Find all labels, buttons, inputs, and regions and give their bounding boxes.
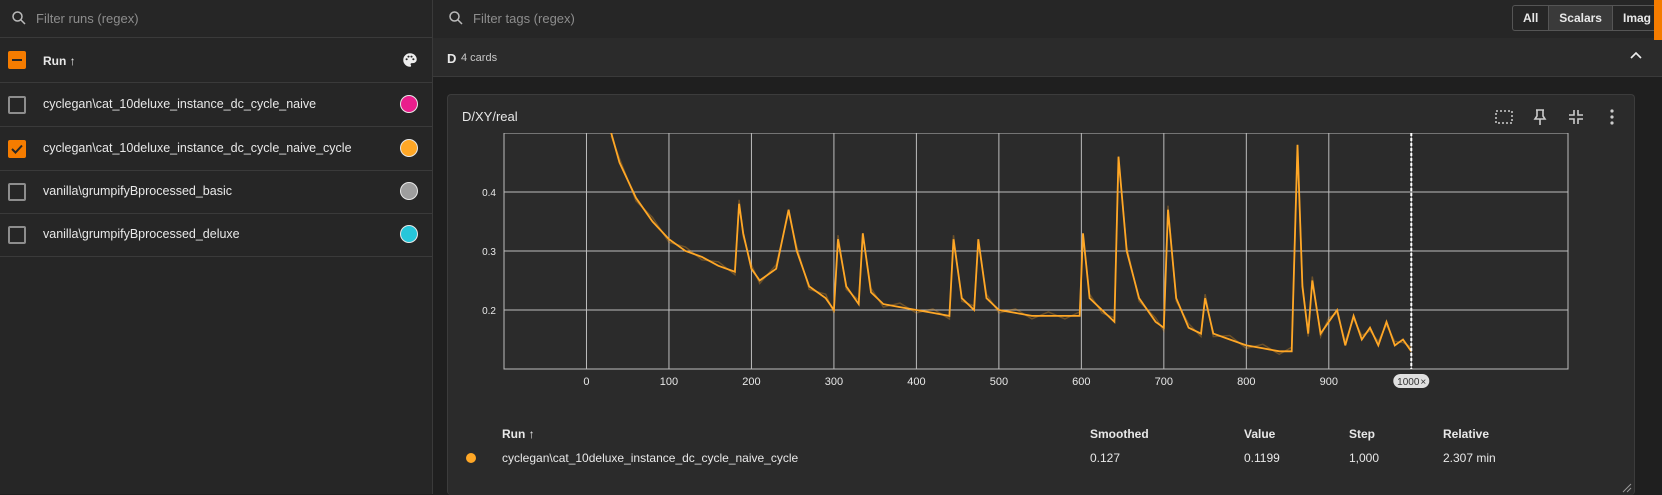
- search-icon: [447, 9, 465, 27]
- side-accent: [1654, 0, 1662, 40]
- run-name: vanilla\grumpifyBprocessed_basic: [43, 184, 232, 198]
- step-cursor-label: 1000: [1397, 377, 1420, 388]
- filter-all-button[interactable]: All: [1513, 6, 1549, 30]
- runs-table-header: Run ↑: [0, 38, 432, 83]
- x-tick-label: 800: [1237, 376, 1255, 388]
- tag-filter-bar: Filter tags (regex) All Scalars Imag: [433, 0, 1662, 39]
- row-smoothed: 0.127: [1090, 451, 1120, 465]
- x-tick-label: 600: [1072, 376, 1090, 388]
- tag-group-header[interactable]: D 4 cards: [433, 38, 1662, 77]
- row-relative: 2.307 min: [1443, 451, 1496, 465]
- run-row[interactable]: vanilla\grumpifyBprocessed_deluxe: [0, 213, 432, 257]
- select-all-checkbox[interactable]: [8, 51, 26, 69]
- row-run: cyclegan\cat_10deluxe_instance_dc_cycle_…: [502, 451, 798, 465]
- x-tick-label: 100: [660, 376, 678, 388]
- run-row[interactable]: cyclegan\cat_10deluxe_instance_dc_cycle_…: [0, 83, 432, 127]
- tooltip-table: Run ↑ Smoothed Value Step Relative cycle…: [448, 421, 1634, 481]
- run-checkbox[interactable]: [8, 183, 26, 201]
- series-color-dot: [466, 453, 476, 463]
- col-smoothed: Smoothed: [1090, 427, 1149, 441]
- run-color-swatch[interactable]: [400, 95, 418, 113]
- col-value: Value: [1244, 427, 1275, 441]
- x-tick-label: 200: [742, 376, 760, 388]
- y-tick-label: 0.2: [482, 306, 496, 317]
- run-color-swatch[interactable]: [400, 225, 418, 243]
- run-checkbox[interactable]: [8, 96, 26, 114]
- scalar-card: D/XY/real 0 100 200 300 400 500 600 700 800 900 0.…: [447, 94, 1635, 495]
- main-area: Filter tags (regex) All Scalars Imag D 4…: [433, 0, 1662, 494]
- col-relative: Relative: [1443, 427, 1489, 441]
- run-filter-bar[interactable]: Filter runs (regex): [0, 0, 432, 38]
- run-checkbox[interactable]: [8, 140, 26, 158]
- run-checkbox[interactable]: [8, 226, 26, 244]
- col-step: Step: [1349, 427, 1375, 441]
- chart-grid: [504, 133, 1568, 369]
- x-tick-label: 700: [1155, 376, 1173, 388]
- run-color-swatch[interactable]: [400, 182, 418, 200]
- check-icon: [10, 142, 24, 156]
- more-vert-icon[interactable]: [1598, 103, 1626, 131]
- y-tick-label: 0.3: [482, 247, 496, 258]
- x-tick-label: 400: [907, 376, 925, 388]
- run-name: vanilla\grumpifyBprocessed_deluxe: [43, 227, 240, 241]
- card-toolbar: [1490, 103, 1626, 131]
- x-tick-label: 900: [1320, 376, 1338, 388]
- x-tick-label: 500: [990, 376, 1008, 388]
- col-run[interactable]: Run ↑: [502, 427, 535, 441]
- card-title: D/XY/real: [462, 109, 518, 124]
- run-color-swatch[interactable]: [400, 139, 418, 157]
- group-name: D: [447, 51, 456, 66]
- y-tick-label: 0.4: [482, 188, 496, 199]
- plugin-filter-group: All Scalars Imag: [1512, 5, 1662, 31]
- run-row[interactable]: vanilla\grumpifyBprocessed_basic: [0, 170, 432, 214]
- filter-scalars-button[interactable]: Scalars: [1549, 6, 1613, 30]
- fit-domain-icon[interactable]: [1490, 103, 1518, 131]
- row-step: 1,000: [1349, 451, 1379, 465]
- chevron-up-icon[interactable]: [1628, 48, 1644, 64]
- collapse-icon[interactable]: [1562, 103, 1590, 131]
- run-filter-input[interactable]: Filter runs (regex): [36, 11, 139, 26]
- run-column-header[interactable]: Run ↑: [43, 54, 76, 68]
- tag-filter-input[interactable]: Filter tags (regex): [473, 11, 575, 26]
- pin-icon[interactable]: [1526, 103, 1554, 131]
- run-name: cyclegan\cat_10deluxe_instance_dc_cycle_…: [43, 141, 352, 155]
- run-name: cyclegan\cat_10deluxe_instance_dc_cycle_…: [43, 97, 316, 111]
- group-card-count: 4 cards: [461, 52, 497, 64]
- close-icon: ×: [1420, 377, 1426, 388]
- runs-panel: Filter runs (regex) Run ↑ cyclegan\cat_1…: [0, 0, 433, 494]
- x-tick-label: 300: [825, 376, 843, 388]
- line-chart[interactable]: 0 100 200 300 400 500 600 700 800 900 0.2 0.3 0.4 10…: [448, 133, 1634, 433]
- run-row[interactable]: cyclegan\cat_10deluxe_instance_dc_cycle_…: [0, 127, 432, 171]
- palette-icon[interactable]: [401, 51, 419, 69]
- search-icon: [10, 9, 28, 27]
- resize-handle-icon[interactable]: [1622, 483, 1632, 493]
- row-value: 0.1199: [1244, 451, 1280, 465]
- x-tick-label: 0: [583, 376, 589, 388]
